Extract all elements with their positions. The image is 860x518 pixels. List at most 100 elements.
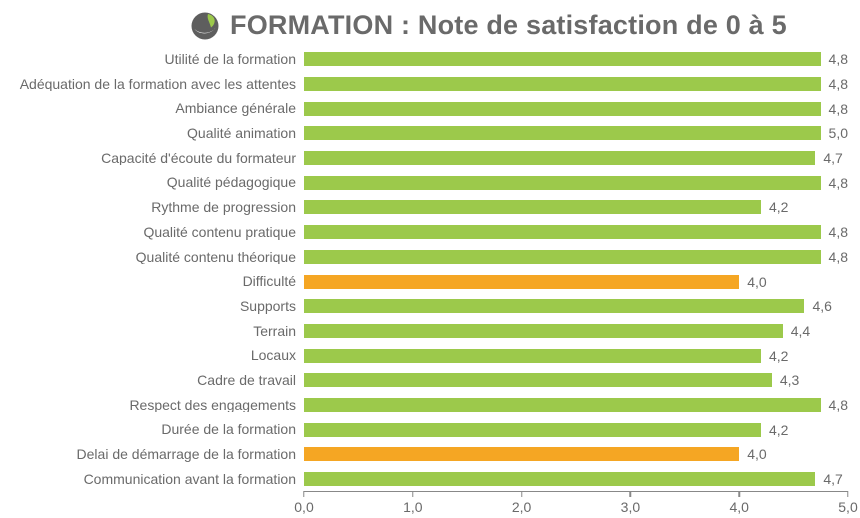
bar-value: 4,8 bbox=[829, 397, 848, 413]
chart-title-row: FORMATION : Note de satisfaction de 0 à … bbox=[12, 10, 848, 41]
bar-value: 4,8 bbox=[829, 51, 848, 67]
bar-value: 4,2 bbox=[769, 422, 788, 438]
bar-row: Delai de démarrage de la formation4,0 bbox=[12, 442, 848, 467]
satisfaction-chart: FORMATION : Note de satisfaction de 0 à … bbox=[0, 0, 860, 518]
bar-area: 4,2 bbox=[304, 343, 848, 368]
bar-label: Locaux bbox=[12, 348, 304, 363]
bar-label: Qualité pédagogique bbox=[12, 175, 304, 190]
bar bbox=[304, 299, 804, 313]
bar-value: 4,8 bbox=[829, 175, 848, 191]
bar-label: Durée de la formation bbox=[12, 422, 304, 437]
bar-row: Respect des engagements4,8 bbox=[12, 393, 848, 418]
bar bbox=[304, 126, 821, 140]
bar bbox=[304, 324, 783, 338]
bar-label: Capacité d'écoute du formateur bbox=[12, 151, 304, 166]
bar bbox=[304, 225, 821, 239]
bar-label: Qualité contenu théorique bbox=[12, 250, 304, 265]
bar-row: Utilité de la formation 4,8 bbox=[12, 47, 848, 72]
bar-label: Rythme de progression bbox=[12, 200, 304, 215]
bar bbox=[304, 275, 739, 289]
bar-area: 4,4 bbox=[304, 319, 848, 344]
x-tick: 0,0 bbox=[294, 491, 313, 515]
bar bbox=[304, 373, 772, 387]
bar-area: 4,2 bbox=[304, 417, 848, 442]
bar bbox=[304, 52, 821, 66]
tick-label: 2,0 bbox=[512, 499, 531, 515]
bar-label: Communication avant la formation bbox=[12, 472, 304, 487]
tick-mark bbox=[303, 491, 305, 497]
bar-area: 4,0 bbox=[304, 442, 848, 467]
bar-value: 4,8 bbox=[829, 224, 848, 240]
bar-row: Qualité contenu pratique4,8 bbox=[12, 220, 848, 245]
x-tick: 1,0 bbox=[403, 491, 422, 515]
x-tick: 3,0 bbox=[621, 491, 640, 515]
bar-area: 4,0 bbox=[304, 269, 848, 294]
bar bbox=[304, 398, 821, 412]
bar-row: Locaux 4,2 bbox=[12, 343, 848, 368]
tick-label: 3,0 bbox=[621, 499, 640, 515]
chart-title: FORMATION : Note de satisfaction de 0 à … bbox=[230, 10, 787, 41]
bar bbox=[304, 176, 821, 190]
bar-value: 4,7 bbox=[823, 471, 842, 487]
bar-label: Difficulté bbox=[12, 274, 304, 289]
bar-value: 4,8 bbox=[829, 76, 848, 92]
bar-value: 4,8 bbox=[829, 249, 848, 265]
x-tick: 4,0 bbox=[729, 491, 748, 515]
bar-label: Ambiance générale bbox=[12, 101, 304, 116]
bar-value: 4,8 bbox=[829, 101, 848, 117]
bar bbox=[304, 472, 815, 486]
bar-area: 4,8 bbox=[304, 220, 848, 245]
tick-label: 4,0 bbox=[729, 499, 748, 515]
bar-label: Utilité de la formation bbox=[12, 52, 304, 67]
bar-label: Adéquation de la formation avec les atte… bbox=[12, 77, 304, 92]
bar-area: 4,7 bbox=[304, 467, 848, 492]
bar-value: 4,4 bbox=[791, 323, 810, 339]
bar bbox=[304, 349, 761, 363]
bar-area: 4,3 bbox=[304, 368, 848, 393]
bar-value: 4,2 bbox=[769, 199, 788, 215]
bar-value: 4,3 bbox=[780, 372, 799, 388]
bar-area: 4,8 bbox=[304, 72, 848, 97]
bar-area: 5,0 bbox=[304, 121, 848, 146]
bar-row: Durée de la formation 4,2 bbox=[12, 417, 848, 442]
bar-label: Supports bbox=[12, 299, 304, 314]
bar-area: 4,8 bbox=[304, 245, 848, 270]
bar-row: Rythme de progression 4,2 bbox=[12, 195, 848, 220]
tick-mark bbox=[630, 491, 632, 497]
bar-row: Difficulté 4,0 bbox=[12, 269, 848, 294]
tick-label: 1,0 bbox=[403, 499, 422, 515]
chart-plot-area: Utilité de la formation 4,8 Adéquation de … bbox=[12, 47, 848, 491]
bar-row: Qualité animation5,0 bbox=[12, 121, 848, 146]
bar-row: Adéquation de la formation avec les atte… bbox=[12, 72, 848, 97]
bar-value: 5,0 bbox=[829, 125, 848, 141]
tick-label: 5,0 bbox=[838, 499, 857, 515]
bar-value: 4,0 bbox=[747, 274, 766, 290]
bar-value: 4,2 bbox=[769, 348, 788, 364]
bar bbox=[304, 77, 821, 91]
bar bbox=[304, 200, 761, 214]
bar-area: 4,8 bbox=[304, 170, 848, 195]
bar-area: 4,8 bbox=[304, 96, 848, 121]
bar bbox=[304, 250, 821, 264]
bar-value: 4,0 bbox=[747, 446, 766, 462]
bar-area: 4,2 bbox=[304, 195, 848, 220]
x-tick: 2,0 bbox=[512, 491, 531, 515]
bar-row: Terrain 4,4 bbox=[12, 319, 848, 344]
bar-area: 4,8 bbox=[304, 393, 848, 418]
tick-label: 0,0 bbox=[294, 499, 313, 515]
bar-row: Cadre de travail4,3 bbox=[12, 368, 848, 393]
tick-mark bbox=[521, 491, 523, 497]
bar-area: 4,7 bbox=[304, 146, 848, 171]
tick-mark bbox=[738, 491, 740, 497]
bar bbox=[304, 423, 761, 437]
bar-area: 4,8 bbox=[304, 47, 848, 72]
bar-area: 4,6 bbox=[304, 294, 848, 319]
bar-row: Communication avant la formation 4,7 bbox=[12, 467, 848, 492]
bar-row: Supports 4,6 bbox=[12, 294, 848, 319]
tick-mark bbox=[847, 491, 849, 497]
bar bbox=[304, 151, 815, 165]
bar-label: Terrain bbox=[12, 324, 304, 339]
bar-row: Ambiance générale 4,8 bbox=[12, 96, 848, 121]
bar-value: 4,6 bbox=[812, 298, 831, 314]
bar bbox=[304, 102, 821, 116]
